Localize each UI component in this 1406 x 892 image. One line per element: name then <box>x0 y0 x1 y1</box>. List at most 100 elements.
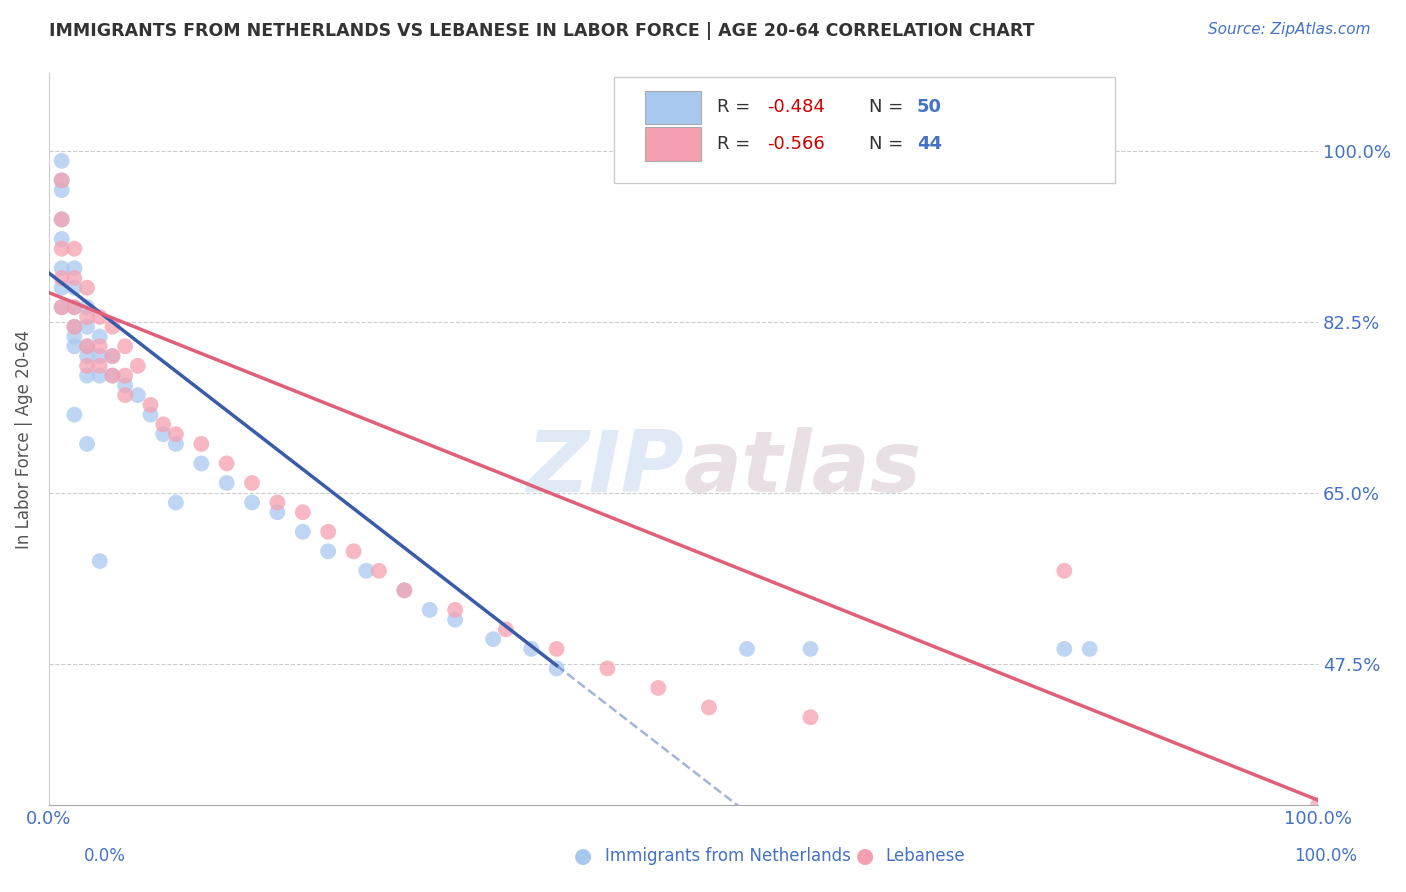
Point <box>63 329 86 343</box>
Point <box>190 457 212 471</box>
Point <box>89 368 111 383</box>
Text: N =: N = <box>869 135 908 153</box>
Point <box>51 173 73 187</box>
Point <box>89 359 111 373</box>
Text: -0.484: -0.484 <box>768 98 825 116</box>
Point <box>51 242 73 256</box>
Point <box>419 603 441 617</box>
Point <box>89 329 111 343</box>
Point <box>101 368 124 383</box>
Point <box>495 623 517 637</box>
Point <box>1078 641 1101 656</box>
Text: -0.566: -0.566 <box>768 135 825 153</box>
Point <box>51 261 73 276</box>
Point <box>114 339 136 353</box>
Text: Immigrants from Netherlands: Immigrants from Netherlands <box>605 847 851 865</box>
Point <box>51 212 73 227</box>
Point <box>51 300 73 314</box>
Point <box>152 427 174 442</box>
Point <box>647 681 669 695</box>
Text: R =: R = <box>717 98 755 116</box>
Point <box>520 641 543 656</box>
Text: ZIP: ZIP <box>526 426 683 510</box>
Point <box>152 417 174 432</box>
Point <box>482 632 505 647</box>
Point <box>101 368 124 383</box>
Y-axis label: In Labor Force | Age 20-64: In Labor Force | Age 20-64 <box>15 329 32 549</box>
Point <box>114 378 136 392</box>
Point <box>596 661 619 675</box>
Point <box>63 300 86 314</box>
Point <box>1053 564 1076 578</box>
Point <box>240 495 263 509</box>
Point <box>63 242 86 256</box>
Point <box>368 564 391 578</box>
Point <box>51 173 73 187</box>
Text: 100.0%: 100.0% <box>1294 847 1357 865</box>
Point <box>139 398 162 412</box>
Point <box>127 359 149 373</box>
FancyBboxPatch shape <box>645 91 702 124</box>
Point <box>546 661 568 675</box>
Point <box>546 641 568 656</box>
FancyBboxPatch shape <box>645 128 702 161</box>
Text: R =: R = <box>717 135 755 153</box>
Point <box>190 437 212 451</box>
Text: 44: 44 <box>917 135 942 153</box>
Point <box>76 437 98 451</box>
Text: Lebanese: Lebanese <box>886 847 966 865</box>
Point <box>101 319 124 334</box>
Point <box>165 495 187 509</box>
Point <box>89 349 111 363</box>
Point <box>215 475 238 490</box>
Point <box>76 300 98 314</box>
Point <box>63 271 86 285</box>
Point <box>139 408 162 422</box>
Point <box>63 281 86 295</box>
Point <box>76 339 98 353</box>
Point <box>799 641 821 656</box>
Point <box>394 583 416 598</box>
Text: IMMIGRANTS FROM NETHERLANDS VS LEBANESE IN LABOR FORCE | AGE 20-64 CORRELATION C: IMMIGRANTS FROM NETHERLANDS VS LEBANESE … <box>49 22 1035 40</box>
Point <box>1053 641 1076 656</box>
Point <box>89 554 111 568</box>
Point <box>76 339 98 353</box>
Point <box>291 505 314 519</box>
Point <box>291 524 314 539</box>
Point <box>63 261 86 276</box>
Point <box>89 310 111 324</box>
Point <box>356 564 378 578</box>
Text: ●: ● <box>575 847 592 866</box>
Point <box>51 212 73 227</box>
Point <box>51 183 73 197</box>
Text: Source: ZipAtlas.com: Source: ZipAtlas.com <box>1208 22 1371 37</box>
Point <box>63 319 86 334</box>
Text: 0.0%: 0.0% <box>84 847 127 865</box>
Point <box>76 310 98 324</box>
Point <box>76 368 98 383</box>
Point <box>63 319 86 334</box>
Point <box>444 613 467 627</box>
Point <box>76 359 98 373</box>
Point <box>316 544 339 558</box>
Point <box>101 349 124 363</box>
Text: N =: N = <box>869 98 908 116</box>
Point <box>63 339 86 353</box>
Text: atlas: atlas <box>683 426 922 510</box>
Point <box>76 281 98 295</box>
Point <box>51 153 73 168</box>
FancyBboxPatch shape <box>614 77 1115 183</box>
Point <box>444 603 467 617</box>
Point <box>316 524 339 539</box>
Point <box>799 710 821 724</box>
Point <box>51 271 73 285</box>
Point <box>266 505 288 519</box>
Point <box>165 437 187 451</box>
Text: ●: ● <box>856 847 873 866</box>
Point <box>89 339 111 353</box>
Point <box>51 300 73 314</box>
Point <box>394 583 416 598</box>
Point <box>51 281 73 295</box>
Point <box>63 300 86 314</box>
Text: 50: 50 <box>917 98 942 116</box>
